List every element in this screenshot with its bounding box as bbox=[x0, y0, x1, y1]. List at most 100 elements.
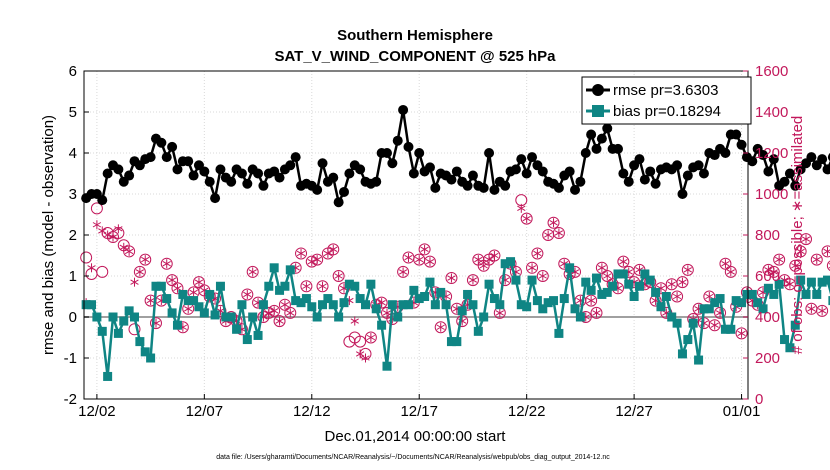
x-tick-label: 12/27 bbox=[615, 403, 653, 420]
obs-assimilated-point bbox=[791, 261, 800, 271]
obs-assimilated-point bbox=[436, 322, 445, 332]
bias-point bbox=[103, 371, 113, 381]
rmse-point bbox=[210, 193, 221, 204]
obs-possible-point bbox=[273, 315, 286, 328]
obs-assimilated-point bbox=[490, 251, 499, 260]
rmse-point bbox=[387, 158, 398, 169]
rmse-point bbox=[768, 154, 779, 165]
bias-point bbox=[232, 324, 242, 334]
asterisk-stroke bbox=[248, 269, 257, 275]
obs-assimilated-point bbox=[167, 275, 177, 285]
rmse-point bbox=[424, 162, 435, 173]
obs-assimilated-point bbox=[302, 281, 311, 291]
bias-point bbox=[398, 300, 408, 310]
bias-point bbox=[414, 294, 424, 304]
obs-possible-point bbox=[821, 245, 830, 258]
asterisk-stroke bbox=[495, 310, 504, 316]
bias-point bbox=[226, 312, 236, 322]
rmse-point bbox=[586, 129, 597, 140]
obs-possible-point bbox=[714, 306, 727, 319]
bias-point bbox=[366, 279, 376, 289]
obs-assimilated-point bbox=[710, 320, 719, 330]
obs-assimilated-point bbox=[801, 234, 811, 244]
bias-point bbox=[710, 298, 720, 308]
obs-possible-point bbox=[724, 265, 737, 278]
bias-point bbox=[318, 300, 328, 310]
asterisk-stroke bbox=[329, 246, 338, 253]
asterisk-stroke bbox=[517, 205, 526, 212]
asterisk-stroke bbox=[119, 244, 128, 250]
obs-assimilated-point bbox=[543, 230, 553, 240]
rmse-point bbox=[199, 166, 210, 177]
asterisk-stroke bbox=[275, 318, 284, 324]
bias-point bbox=[812, 289, 822, 299]
chart-subtitle: SAT_V_WIND_COMPONENT @ 525 hPa bbox=[274, 48, 556, 65]
bias-point bbox=[285, 265, 295, 275]
obs-possible-point bbox=[397, 265, 410, 278]
obs-assimilated-point bbox=[162, 259, 171, 269]
rmse-point bbox=[537, 166, 548, 177]
obs-assimilated-point bbox=[592, 308, 601, 318]
rmse-point bbox=[698, 168, 709, 179]
bias-point bbox=[275, 285, 285, 295]
bias-point bbox=[500, 259, 510, 269]
obs-assimilated-point bbox=[522, 214, 531, 224]
asterisk-stroke bbox=[302, 283, 311, 289]
rmse-point bbox=[564, 166, 575, 177]
asterisk-stroke bbox=[398, 269, 408, 275]
obs-assimilated-point bbox=[275, 316, 284, 326]
obs-assimilated-point bbox=[495, 308, 504, 318]
obs-assimilated-point bbox=[130, 277, 139, 287]
asterisk-stroke bbox=[334, 273, 343, 279]
asterisk-stroke bbox=[672, 293, 682, 300]
obs-assimilated-point bbox=[533, 248, 542, 258]
asterisk-stroke bbox=[377, 299, 386, 306]
obs-assimilated-point bbox=[87, 263, 96, 273]
rmse-point bbox=[484, 148, 495, 158]
obs-possible-point bbox=[166, 274, 179, 287]
obs-assimilated-point bbox=[377, 298, 386, 308]
rmse-point bbox=[580, 148, 591, 158]
bias-point bbox=[769, 289, 779, 299]
obs-assimilated-point bbox=[484, 255, 494, 265]
obs-assimilated-point bbox=[415, 255, 424, 265]
obs-possible-point bbox=[133, 265, 146, 278]
asterisk-stroke bbox=[533, 250, 542, 257]
bias-point bbox=[823, 275, 830, 285]
rmse-point bbox=[451, 166, 462, 177]
obs-assimilated-point bbox=[318, 281, 327, 291]
bias-point bbox=[753, 298, 763, 308]
rmse-point bbox=[226, 176, 237, 187]
asterisk-stroke bbox=[474, 256, 483, 263]
bias-point bbox=[156, 281, 166, 291]
bias-point bbox=[248, 312, 258, 322]
asterisk-stroke bbox=[764, 267, 773, 273]
bias-point bbox=[108, 312, 118, 322]
bias-point bbox=[97, 326, 107, 336]
obs-possible-point bbox=[149, 317, 162, 330]
legend: rmse pr=3.6303 bias pr=0.18294 bbox=[581, 76, 752, 125]
asterisk-stroke bbox=[603, 273, 612, 279]
obs-assimilated-point bbox=[517, 203, 526, 213]
bias-point bbox=[242, 335, 252, 345]
obs-assimilated-point bbox=[189, 287, 198, 297]
obs-assimilated-point bbox=[280, 300, 290, 310]
bias-point bbox=[801, 289, 811, 299]
x-tick-label: 12/07 bbox=[186, 403, 224, 420]
y-right-tick-label: 200 bbox=[755, 350, 780, 367]
asterisk-stroke bbox=[468, 277, 478, 283]
obs-possible-point bbox=[192, 276, 205, 289]
rmse-point bbox=[381, 148, 392, 158]
obs-assimilated-point bbox=[286, 308, 295, 318]
asterisk-stroke bbox=[420, 246, 429, 253]
rmse-point bbox=[285, 160, 296, 171]
bias-point bbox=[489, 294, 499, 304]
obs-assimilated-point bbox=[812, 255, 821, 265]
bias-point bbox=[409, 285, 419, 295]
y-tick-label: 0 bbox=[69, 309, 77, 326]
bias-point bbox=[742, 289, 752, 299]
bias-point bbox=[613, 269, 623, 279]
obs-assimilated-point bbox=[264, 308, 273, 318]
bias-point bbox=[113, 328, 123, 338]
y-right-tick-label: 1200 bbox=[755, 145, 788, 162]
